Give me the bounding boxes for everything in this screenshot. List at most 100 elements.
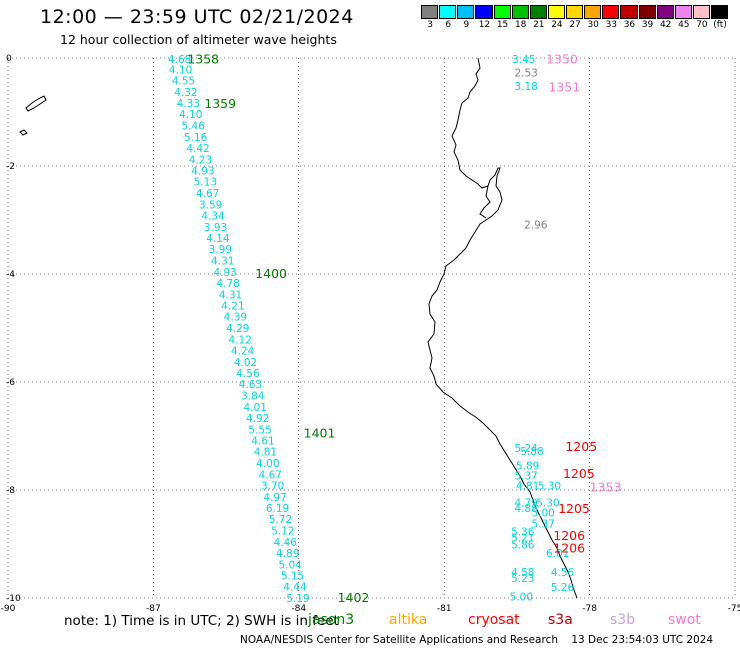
wave-height-value: 5.16 xyxy=(184,132,208,144)
wave-height-value: 4.32 xyxy=(174,87,197,99)
legend-swatch xyxy=(457,5,475,19)
wave-height-value: 4.93 xyxy=(213,267,236,279)
wave-height-value: 4.21 xyxy=(221,300,244,312)
wave-height-value: 4.55 xyxy=(172,76,195,88)
wave-height-value: 4.24 xyxy=(231,346,255,358)
wave-height-value: 4.92 xyxy=(246,413,269,425)
legend-swatch xyxy=(711,5,729,19)
satellite-s3b: s3b xyxy=(610,612,636,628)
wave-height-value: 4.10 xyxy=(169,64,192,76)
wave-height-value: 4.42 xyxy=(186,143,209,155)
wave-height-value: 4.31 xyxy=(211,256,234,268)
wave-height-value: 4.14 xyxy=(206,233,230,245)
wave-height-value: 5.46 xyxy=(182,121,206,133)
wave-height-value: 4.56 xyxy=(551,567,575,579)
satellite-cryosat: cryosat xyxy=(468,612,520,628)
legend-label: 27 xyxy=(569,20,581,30)
wave-height-value: 2.53 xyxy=(514,68,537,80)
wave-height-value: 4.93 xyxy=(191,165,214,177)
wave-height-value: 4.88 xyxy=(514,503,537,515)
legend-swatches xyxy=(421,5,729,19)
lat-tick-label: -2 xyxy=(6,162,15,172)
wave-height-value: 4.00 xyxy=(256,458,279,470)
wave-height-value: 3.45 xyxy=(512,54,535,66)
wave-height-value: 4.63 xyxy=(239,379,262,391)
orbit-labels: 1358135914001401140213501351120512051353… xyxy=(187,52,621,605)
legend-swatch xyxy=(511,5,529,19)
page-title: 12:00 — 23:59 UTC 02/21/2024 xyxy=(40,6,354,28)
wave-height-value: 4.34 xyxy=(201,211,225,223)
lat-tick-label: -10 xyxy=(6,594,21,604)
lat-tick-label: 0 xyxy=(6,54,12,64)
wave-height-value: 4.81 xyxy=(516,481,539,493)
orbit-number: 1206 xyxy=(553,528,585,543)
page-subtitle: 12 hour collection of altimeter wave hei… xyxy=(60,32,337,47)
wave-height-value: 4.61 xyxy=(251,435,274,447)
wave-height-value: 4.58 xyxy=(511,567,534,579)
orbit-number: 1205 xyxy=(558,501,590,516)
lat-tick-label: -8 xyxy=(6,486,15,496)
wave-height-value: 4.46 xyxy=(274,537,298,549)
wave-height-value: 4.29 xyxy=(226,323,249,335)
satellite-s3a: s3a xyxy=(548,612,573,628)
legend-label: 39 xyxy=(641,20,654,30)
legend-swatch xyxy=(475,5,493,19)
wave-height-value: 4.33 xyxy=(177,98,200,110)
legend-label: 45 xyxy=(678,20,690,30)
credit-line: NOAA/NESDIS Center for Satellite Applica… xyxy=(240,634,713,646)
orbit-number: 1358 xyxy=(187,52,219,67)
wave-height-value: 5.15 xyxy=(281,570,304,582)
orbit-number: 1205 xyxy=(565,439,597,454)
lat-tick-label: -4 xyxy=(6,270,15,280)
wave-height-value: 5.89 xyxy=(516,461,539,473)
wave-height-value: 6.19 xyxy=(266,503,289,515)
wave-height-value: 4.39 xyxy=(224,312,247,324)
legend-label: 36 xyxy=(623,20,636,30)
lon-tick-label: -81 xyxy=(437,604,452,614)
orbit-number: 1400 xyxy=(255,266,287,281)
legend-label: 9 xyxy=(463,20,470,30)
wave-height-value: 5.23 xyxy=(511,573,534,585)
orbit-number: 1359 xyxy=(204,96,236,111)
legend-swatch xyxy=(566,5,584,19)
wave-height-value: 4.78 xyxy=(216,278,239,290)
coastline-gulf-detail xyxy=(479,185,491,219)
legend-swatch xyxy=(529,5,547,19)
wave-height-value: 6.01 xyxy=(546,548,569,560)
wave-height-value: 4.31 xyxy=(219,290,242,302)
wave-height-value: 5.26 xyxy=(551,582,575,594)
wave-height-value: 4.81 xyxy=(254,447,277,459)
wave-height-value: 4.02 xyxy=(234,357,257,369)
footnote: note: 1) Time is in UTC; 2) SWH is in fe… xyxy=(64,613,339,629)
legend-swatch xyxy=(638,5,656,19)
legend-swatch xyxy=(439,5,457,19)
legend-label: 21 xyxy=(533,20,545,30)
wave-height-value: 4.44 xyxy=(283,582,307,594)
wave-height-value: 5.30 xyxy=(538,481,561,493)
wave-height-value: 4.12 xyxy=(229,334,252,346)
legend-swatch xyxy=(602,5,620,19)
wave-height-value: 4.01 xyxy=(244,402,267,414)
map-grid: -90 -87 -84 -81 -78 -75 0 -2 -4 -6 -8 -10 xyxy=(1,54,740,614)
wave-height-value: 4.89 xyxy=(276,548,299,560)
wave-height-value: 5.19 xyxy=(286,593,309,605)
coastline-south-america xyxy=(427,57,578,599)
wave-height-value: 4.97 xyxy=(263,492,286,504)
lon-tick-label: -87 xyxy=(146,604,161,614)
wave-height-value: 5.37 xyxy=(531,518,554,530)
wave-height-value: 3.70 xyxy=(261,481,284,493)
legend-label: 12 xyxy=(478,20,491,30)
wave-height-value: 5.24 xyxy=(514,443,538,455)
wave-height-value: 5.00 xyxy=(531,508,554,520)
legend-label: 15 xyxy=(496,20,509,30)
lat-tick-label: -6 xyxy=(6,378,15,388)
legend-label: 30 xyxy=(587,20,599,30)
legend-label: 33 xyxy=(605,20,618,30)
wave-height-value: 5.37 xyxy=(514,470,537,482)
color-legend: 3 6 9 12 15 18 21 24 27 30 33 36 39 42 45 70 (ft) xyxy=(421,5,729,35)
satellite-altika: altika xyxy=(389,612,428,628)
altimeter-tracks: 4.684.104.554.324.334.105.465.164.424.23… xyxy=(168,54,575,605)
legend-label: 70 xyxy=(696,20,708,30)
wave-height-value: 5.12 xyxy=(271,526,294,538)
orbit-number: 1353 xyxy=(590,479,622,494)
